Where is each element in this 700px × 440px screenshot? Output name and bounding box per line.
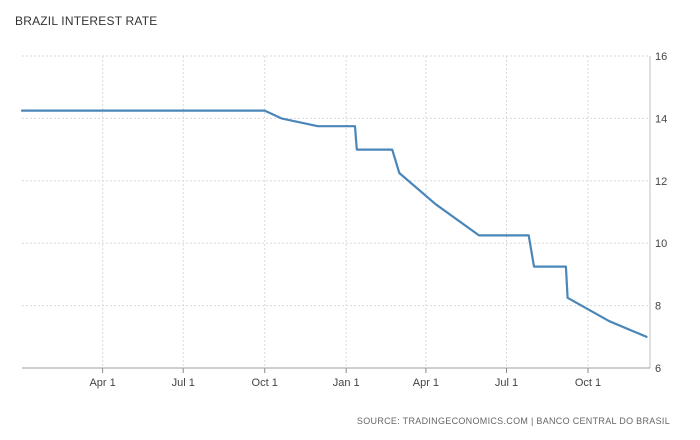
series-line <box>20 109 648 338</box>
x-tick-label: Oct 1 <box>252 377 278 389</box>
x-tick-label: Oct 1 <box>575 377 601 389</box>
y-tick-label: 12 <box>655 176 667 188</box>
y-tick-label: 14 <box>655 113 667 125</box>
x-tick-label: Jul 1 <box>172 377 195 389</box>
y-tick-label: 16 <box>655 51 667 63</box>
x-tick-label: Jul 1 <box>495 377 518 389</box>
y-tick-label: 6 <box>655 363 661 375</box>
y-tick-label: 8 <box>655 301 661 313</box>
x-tick-label: Jan 1 <box>333 377 360 389</box>
chart-title: BRAZIL INTEREST RATE <box>15 14 158 28</box>
chart-source: SOURCE: TRADINGECONOMICS.COM | BANCO CEN… <box>356 416 670 426</box>
x-tick-label: Apr 1 <box>89 377 115 389</box>
y-tick-label: 10 <box>655 238 667 250</box>
x-tick-label: Apr 1 <box>413 377 439 389</box>
